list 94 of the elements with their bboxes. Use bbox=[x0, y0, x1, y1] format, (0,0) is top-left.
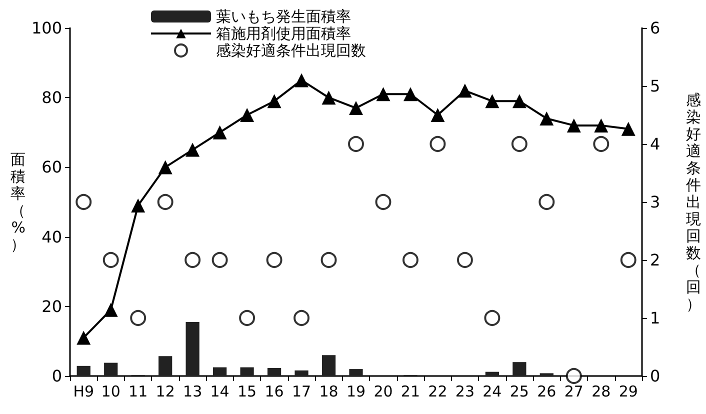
point bbox=[430, 136, 446, 152]
point bbox=[620, 252, 636, 268]
point bbox=[511, 136, 528, 152]
bar bbox=[158, 356, 172, 376]
point bbox=[512, 94, 526, 108]
y2-tick-label: 3 bbox=[650, 192, 660, 212]
y-tick-label: 40 bbox=[42, 227, 62, 246]
y2-tick-label: 1 bbox=[650, 308, 660, 328]
bar bbox=[349, 369, 363, 376]
point bbox=[376, 87, 390, 102]
x-tick-label: 13 bbox=[183, 382, 202, 400]
x-tick-label: H9 bbox=[73, 382, 94, 400]
bar bbox=[76, 366, 90, 376]
x-tick-label: 29 bbox=[618, 382, 638, 400]
y-tick-label: 60 bbox=[42, 158, 62, 177]
point bbox=[349, 101, 363, 116]
bar bbox=[186, 322, 200, 376]
x-tick-label: 12 bbox=[156, 382, 175, 400]
y-tick-label: 100 bbox=[31, 18, 62, 38]
bar bbox=[104, 362, 118, 376]
point bbox=[348, 136, 364, 152]
point bbox=[566, 368, 582, 384]
bar bbox=[267, 368, 282, 376]
point bbox=[239, 310, 256, 326]
bar bbox=[485, 372, 499, 376]
point bbox=[322, 90, 336, 105]
point bbox=[320, 252, 337, 268]
x-tick-label: 14 bbox=[210, 382, 230, 400]
point bbox=[538, 194, 555, 210]
y-tick-label: 20 bbox=[42, 296, 62, 316]
point bbox=[485, 94, 500, 108]
y-tick-label: 80 bbox=[42, 88, 62, 108]
y2-tick-label: 6 bbox=[650, 18, 660, 38]
legend-label: 感染好適条件出現回数 bbox=[216, 42, 366, 60]
text: 感染好適条件出現回数（回） bbox=[686, 91, 701, 313]
y2-tick-label: 5 bbox=[650, 76, 660, 96]
x-tick-label: 17 bbox=[292, 382, 312, 400]
y2-tick-label: 4 bbox=[650, 134, 660, 154]
x-tick-label: 24 bbox=[482, 382, 502, 400]
point bbox=[158, 160, 172, 174]
point bbox=[266, 252, 282, 268]
point bbox=[240, 108, 254, 122]
point bbox=[212, 125, 227, 140]
x-tick-label: 23 bbox=[455, 382, 474, 400]
bar bbox=[213, 367, 227, 376]
point bbox=[375, 194, 392, 210]
point bbox=[102, 252, 119, 268]
x-tick-label: 22 bbox=[428, 382, 448, 400]
point bbox=[456, 252, 473, 268]
point bbox=[130, 310, 146, 326]
x-tick-label: 26 bbox=[537, 382, 556, 400]
point bbox=[104, 302, 118, 317]
x-tick-label: 11 bbox=[128, 382, 148, 400]
y2-tick-label: 2 bbox=[650, 250, 660, 270]
point bbox=[76, 330, 91, 345]
point bbox=[540, 111, 554, 126]
point bbox=[157, 194, 174, 210]
bar bbox=[240, 367, 254, 376]
point bbox=[430, 108, 445, 122]
x-tick-label: 10 bbox=[101, 382, 120, 400]
x-tick-label: 15 bbox=[238, 382, 257, 400]
point bbox=[484, 310, 500, 326]
point bbox=[294, 310, 310, 326]
point bbox=[184, 252, 201, 268]
point bbox=[403, 87, 418, 102]
point bbox=[186, 142, 200, 157]
y2-tick-label: 0 bbox=[650, 366, 660, 386]
point bbox=[402, 252, 418, 268]
point bbox=[566, 118, 581, 132]
point bbox=[458, 84, 472, 98]
x-tick-label: 18 bbox=[319, 382, 338, 400]
x-tick-label: 25 bbox=[510, 382, 529, 400]
y-tick-label: 0 bbox=[52, 366, 62, 386]
x-tick-label: 16 bbox=[264, 382, 284, 400]
point bbox=[621, 122, 636, 136]
x-tick-label: 19 bbox=[346, 382, 366, 400]
bar bbox=[322, 355, 336, 376]
y-axis-title: 面積率（%） bbox=[10, 150, 26, 254]
point bbox=[294, 73, 309, 88]
x-tick-label: 20 bbox=[374, 382, 393, 400]
legend-label: 箱施用剤使用面積率 bbox=[216, 24, 351, 42]
bar bbox=[540, 373, 554, 376]
x-tick-label: 21 bbox=[400, 382, 420, 400]
point bbox=[593, 136, 610, 152]
point bbox=[76, 194, 92, 210]
point bbox=[131, 198, 146, 212]
point bbox=[267, 94, 282, 108]
x-tick-label: 28 bbox=[592, 382, 611, 400]
bar bbox=[294, 370, 308, 376]
x-tick-label: 27 bbox=[564, 382, 584, 400]
legend-label: 葉いもち発生面積率 bbox=[216, 8, 351, 26]
point bbox=[212, 252, 228, 268]
bar bbox=[512, 362, 526, 376]
point bbox=[594, 118, 608, 132]
